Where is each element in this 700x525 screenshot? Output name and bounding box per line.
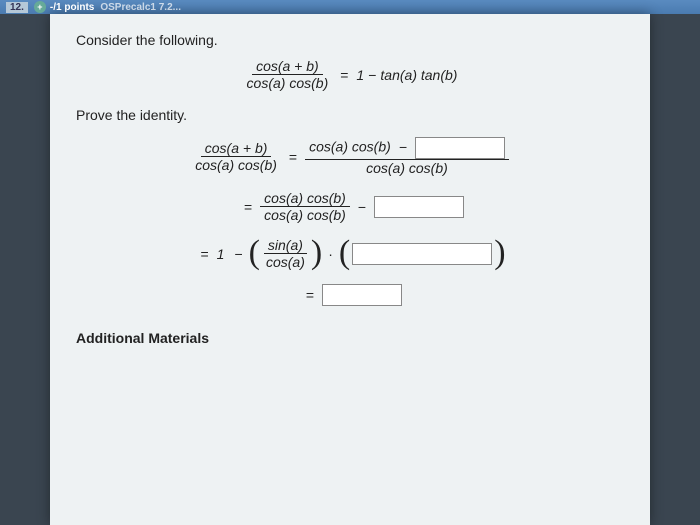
step2-num: cos(a) cos(b) xyxy=(260,190,350,207)
lhs-num: cos(a + b) xyxy=(252,58,323,75)
plus-icon[interactable]: + xyxy=(34,1,46,13)
step3-frac: sin(a) cos(a) xyxy=(262,237,309,270)
minus-sign: − xyxy=(399,139,407,155)
source-text: OSPrecalc1 7.2... xyxy=(100,2,181,13)
paren-left-icon: ( xyxy=(339,238,350,269)
equals-sign: = xyxy=(340,67,348,83)
question-number: 12. xyxy=(6,2,28,13)
equals-sign: = xyxy=(244,199,252,215)
minus-sign: − xyxy=(368,67,376,83)
step-3: = 1 − ( sin(a) cos(a) ) · ( ) xyxy=(76,237,624,270)
answer-blank-4[interactable] xyxy=(322,284,402,306)
lhs-fraction: cos(a + b) cos(a) cos(b) xyxy=(243,58,333,91)
equals-sign: = xyxy=(306,287,314,303)
step1-rhs-den: cos(a) cos(b) xyxy=(362,160,452,176)
step1-rhs-num: cos(a) cos(b) − xyxy=(305,137,509,160)
identity-equation: cos(a + b) cos(a) cos(b) = 1 − tan(a) ta… xyxy=(76,58,624,91)
question-body: Consider the following. cos(a + b) cos(a… xyxy=(50,14,650,525)
paren-left-icon: ( xyxy=(249,238,260,269)
step1-lhs: cos(a + b) cos(a) cos(b) xyxy=(191,140,281,173)
step2-frac: cos(a) cos(b) cos(a) cos(b) xyxy=(260,190,350,223)
step-2: = cos(a) cos(b) cos(a) cos(b) − xyxy=(76,190,624,223)
answer-blank-2[interactable] xyxy=(374,196,464,218)
step1-rhs: cos(a) cos(b) − cos(a) cos(b) xyxy=(305,137,509,176)
answer-blank-3[interactable] xyxy=(352,243,492,265)
step1-lhs-num: cos(a + b) xyxy=(201,140,272,157)
paren-right-icon: ) xyxy=(494,238,505,269)
rhs-tantan: tan(a) tan(b) xyxy=(380,67,457,83)
step-1: cos(a + b) cos(a) cos(b) = cos(a) cos(b)… xyxy=(76,137,624,176)
step-4: = xyxy=(76,284,624,306)
step1-lhs-den: cos(a) cos(b) xyxy=(191,157,281,173)
step2-den: cos(a) cos(b) xyxy=(260,207,350,223)
step3-den: cos(a) xyxy=(262,254,309,270)
lhs-den: cos(a) cos(b) xyxy=(243,75,333,91)
minus-sign: − xyxy=(234,246,242,262)
equals-sign: = xyxy=(200,246,208,262)
step3-one: 1 xyxy=(217,246,225,262)
equals-sign: = xyxy=(289,149,297,165)
paren-right-icon: ) xyxy=(311,238,322,269)
step1-rhs-cosacosb: cos(a) cos(b) xyxy=(309,139,391,155)
question-header: 12. + -/1 points OSPrecalc1 7.2... xyxy=(0,0,700,14)
intro-text: Consider the following. xyxy=(76,32,624,48)
prove-text: Prove the identity. xyxy=(76,107,624,123)
points-text: -/1 points xyxy=(50,2,94,13)
dot-sign: · xyxy=(328,246,333,262)
answer-blank-1[interactable] xyxy=(415,137,505,159)
rhs-one: 1 xyxy=(356,67,364,83)
additional-materials[interactable]: Additional Materials xyxy=(76,330,624,346)
minus-sign: − xyxy=(358,199,366,215)
step3-num: sin(a) xyxy=(264,237,307,254)
